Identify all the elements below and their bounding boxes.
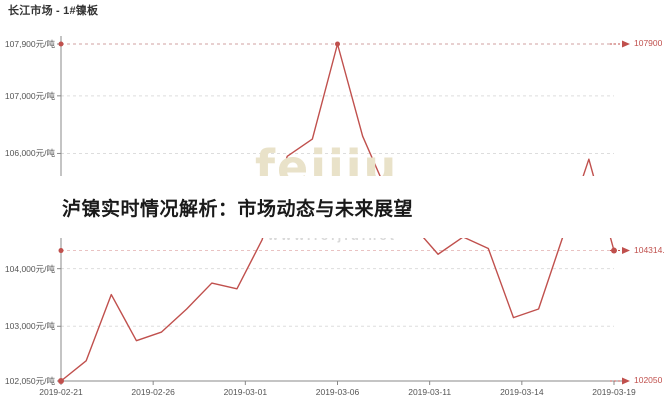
y-axis-tick-label: 107,900元/吨 — [4, 39, 55, 49]
overlay-banner: 泸镍实时情况解析：市场动态与未来展望 — [0, 176, 664, 238]
x-axis-tick-label: 2019-03-11 — [408, 387, 452, 397]
x-axis-tick-label: 2019-02-21 — [39, 387, 83, 397]
end-value-label-top: 107900 — [634, 38, 663, 48]
end-arrow-icons — [61, 40, 630, 385]
x-axis-tick-label: 2019-02-26 — [131, 387, 175, 397]
x-axis-tick-label: 2019-03-01 — [223, 387, 268, 397]
x-axis-tick-label: 2019-03-06 — [315, 387, 360, 397]
x-axis-tick-label: 2019-03-14 — [500, 387, 544, 397]
y-axis-tick-label: 106,000元/吨 — [4, 148, 55, 159]
overlay-headline: 泸镍实时情况解析：市场动态与未来展望 — [62, 198, 414, 220]
end-value-label-bottom: 102050 — [634, 375, 663, 385]
x-axis-tick-label: 2019-03-19 — [592, 387, 636, 397]
y-axis-tick-label: 107,000元/吨 — [4, 90, 55, 101]
y-axis-tick-label: 102,050元/吨 — [4, 376, 55, 386]
end-value-label-mid: 104314.29 — [634, 244, 664, 255]
y-axis-tick-label: 104,000元/吨 — [4, 263, 55, 274]
chart-title: 长江市场 - 1#镍板 — [8, 5, 99, 17]
y-axis-tick-label: 103,000元/吨 — [4, 321, 55, 332]
